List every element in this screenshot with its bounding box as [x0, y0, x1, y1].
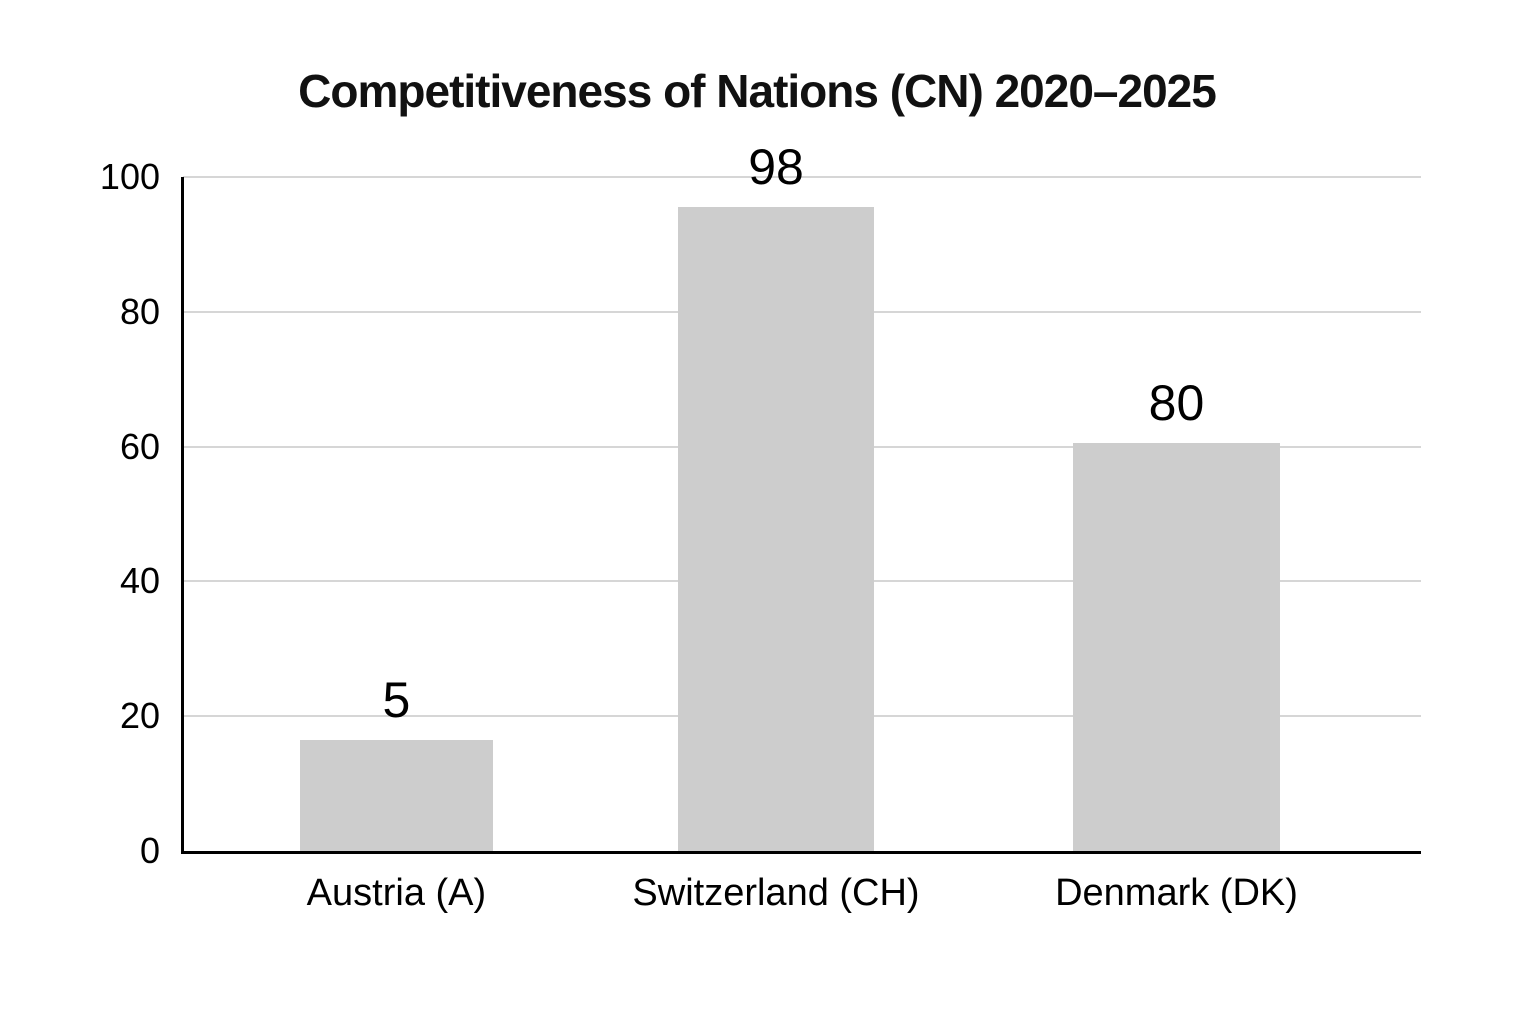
x-axis-label-switzerland-ch: Switzerland (CH) [632, 872, 920, 914]
chart-title: Competitiveness of Nations (CN) 2020–202… [298, 65, 1217, 117]
x-axis-label-denmark-dk: Denmark (DK) [1055, 872, 1298, 914]
bar-value-label-switzerland-ch: 98 [748, 139, 804, 196]
y-axis-line [181, 177, 184, 854]
y-tick-label-60: 60 [119, 425, 160, 467]
x-axis-label-austria-a: Austria (A) [306, 872, 487, 914]
bar-switzerland-ch [678, 207, 874, 851]
y-tick-label-20: 20 [119, 695, 160, 737]
y-tick-label-40: 40 [119, 560, 160, 602]
bar-value-label-denmark-dk: 80 [1148, 375, 1205, 432]
y-tick-label-0: 0 [139, 830, 160, 871]
gridline-y100 [183, 176, 1421, 178]
bar-value-label-austria-a: 5 [382, 672, 411, 729]
y-tick-label-100: 100 [99, 156, 160, 197]
x-axis-line [181, 851, 1421, 854]
y-tick-label-80: 80 [119, 290, 160, 332]
bar-denmark-dk [1073, 443, 1280, 851]
bar-austria-a [299, 740, 493, 851]
